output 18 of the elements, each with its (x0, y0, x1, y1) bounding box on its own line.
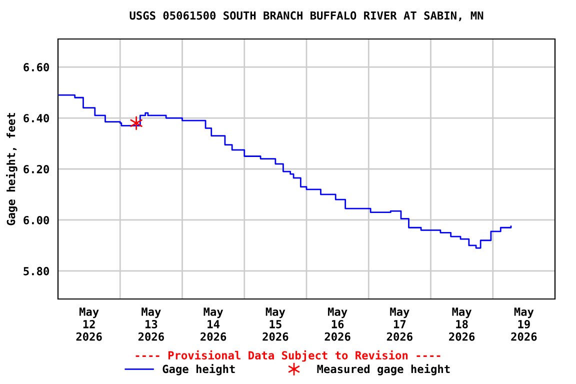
y-tick-label: 6.40 (24, 114, 49, 122)
chart-title: USGS 05061500 SOUTH BRANCH BUFFALO RIVER AT SABIN, MN (130, 11, 484, 22)
x-tick-label: May 19 2026 (511, 308, 537, 341)
x-tick-label: May 15 2026 (262, 308, 288, 341)
x-tick-label: May 16 2026 (324, 308, 350, 341)
y-tick-label: 6.60 (24, 63, 49, 72)
x-tick-label: May 17 2026 (386, 308, 412, 341)
x-tick-label: May 12 2026 (76, 308, 102, 341)
x-tick-label: May 18 2026 (449, 308, 475, 341)
legend-label: Gage height (162, 364, 235, 376)
y-tick-label: 6.20 (24, 164, 49, 174)
y-axis-title: Gage height, feet (6, 113, 18, 226)
legend-label: Measured gage height (317, 364, 450, 376)
y-tick-label: 5.80 (24, 266, 49, 276)
y-tick-label: 6.00 (24, 216, 49, 224)
text: ---- Provisional Data Subject to Revision ---- (136, 350, 440, 362)
x-tick-label: May 14 2026 (200, 308, 226, 341)
x-tick-label: May 13 2026 (138, 308, 164, 341)
